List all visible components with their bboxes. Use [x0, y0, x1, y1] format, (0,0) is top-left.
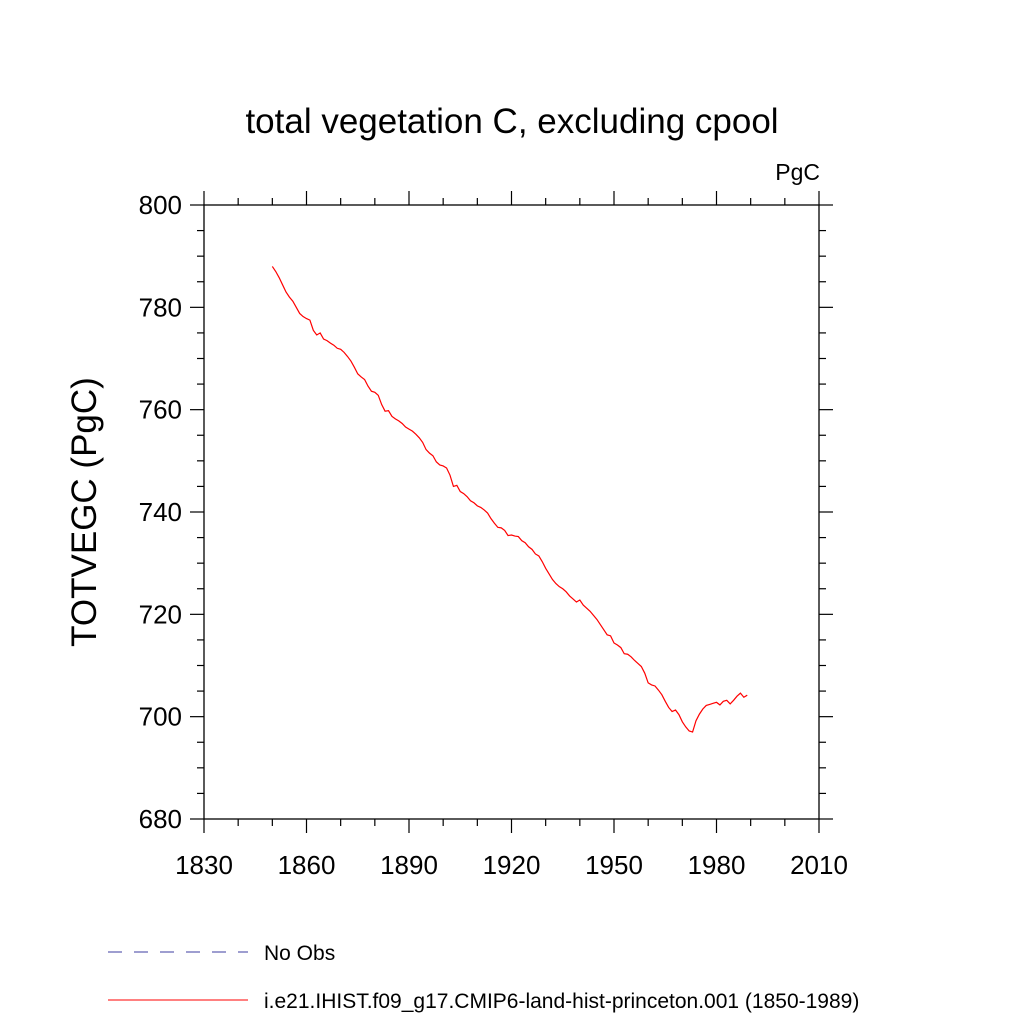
- y-axis-label: TOTVEGC (PgC): [65, 377, 104, 647]
- x-tick-label: 1920: [483, 850, 541, 880]
- x-tick-label: 1830: [175, 850, 233, 880]
- y-tick-label: 700: [139, 702, 182, 732]
- y-tick-label: 720: [139, 599, 182, 629]
- x-tick-label: 1890: [380, 850, 438, 880]
- x-axis-ticks: [203, 191, 820, 833]
- chart-title: total vegetation C, excluding cpool: [245, 102, 778, 141]
- series-line-0: [271, 266, 748, 733]
- x-tick-label: 2010: [790, 850, 848, 880]
- y-tick-label: 780: [139, 292, 182, 322]
- x-axis-tick-labels: 1830 1860 1890 1920 1950 1980 2010: [175, 850, 848, 880]
- plot-frame: [203, 204, 820, 820]
- y-tick-label: 740: [139, 497, 182, 527]
- legend-label: No Obs: [264, 942, 335, 965]
- legend-label: i.e21.IHIST.f09_g17.CMIP6-land-hist-prin…: [264, 990, 859, 1013]
- series-layer: [271, 266, 748, 733]
- y-tick-label: 680: [139, 804, 182, 834]
- legend: No Obs i.e21.IHIST.f09_g17.CMIP6-land-his…: [108, 942, 859, 1013]
- y-tick-label: 760: [139, 395, 182, 425]
- x-tick-label: 1950: [585, 850, 643, 880]
- y-axis-tick-labels: 680 700 720 740 760 780 800: [139, 190, 182, 834]
- y-axis-ticks: [190, 204, 833, 820]
- units-label: PgC: [775, 159, 820, 185]
- x-tick-label: 1980: [688, 850, 746, 880]
- y-tick-label: 800: [139, 190, 182, 220]
- x-tick-label: 1860: [278, 850, 336, 880]
